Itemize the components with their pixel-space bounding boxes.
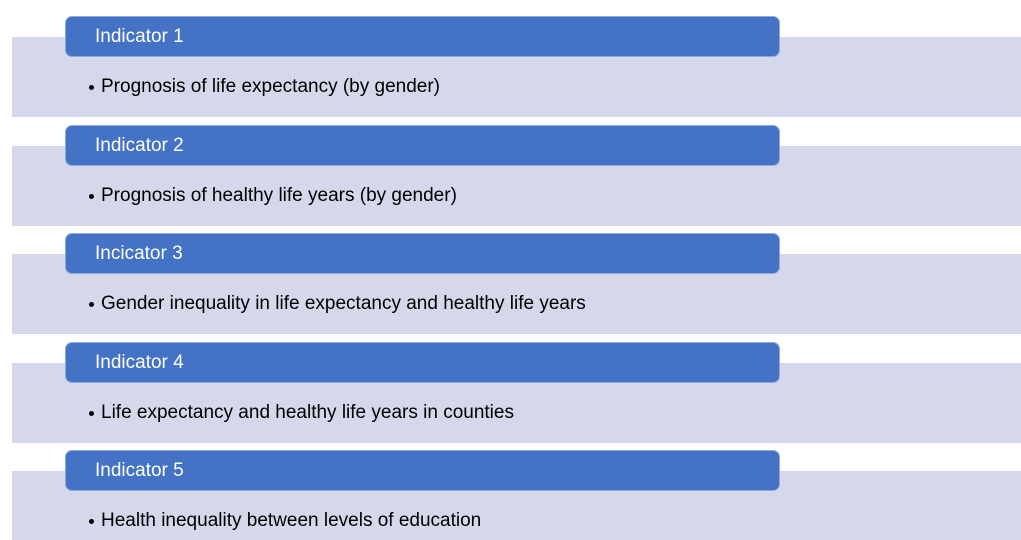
bullet-dot [89,302,94,307]
item-bullet: Life expectancy and healthy life years i… [101,401,514,423]
bullet-dot [89,410,94,416]
item-bullet: Gender inequality in life expectancy and… [101,293,586,314]
item-title: Incicator 3 [65,233,780,274]
item-title: Indicator 4 [65,341,780,383]
item-bullet: Health inequality between levels of educ… [101,510,482,531]
bullet-dot [89,519,94,524]
item-title: Indicator 2 [65,124,780,166]
item-bullet: Prognosis of life expectancy (by gender) [101,76,441,97]
bullet-dot [89,85,94,90]
item-bullet: Prognosis of healthy life years (by gend… [101,184,457,206]
item-title: Indicator 5 [65,450,780,491]
item-title: Indicator 1 [65,16,780,57]
bullet-dot [89,193,94,199]
